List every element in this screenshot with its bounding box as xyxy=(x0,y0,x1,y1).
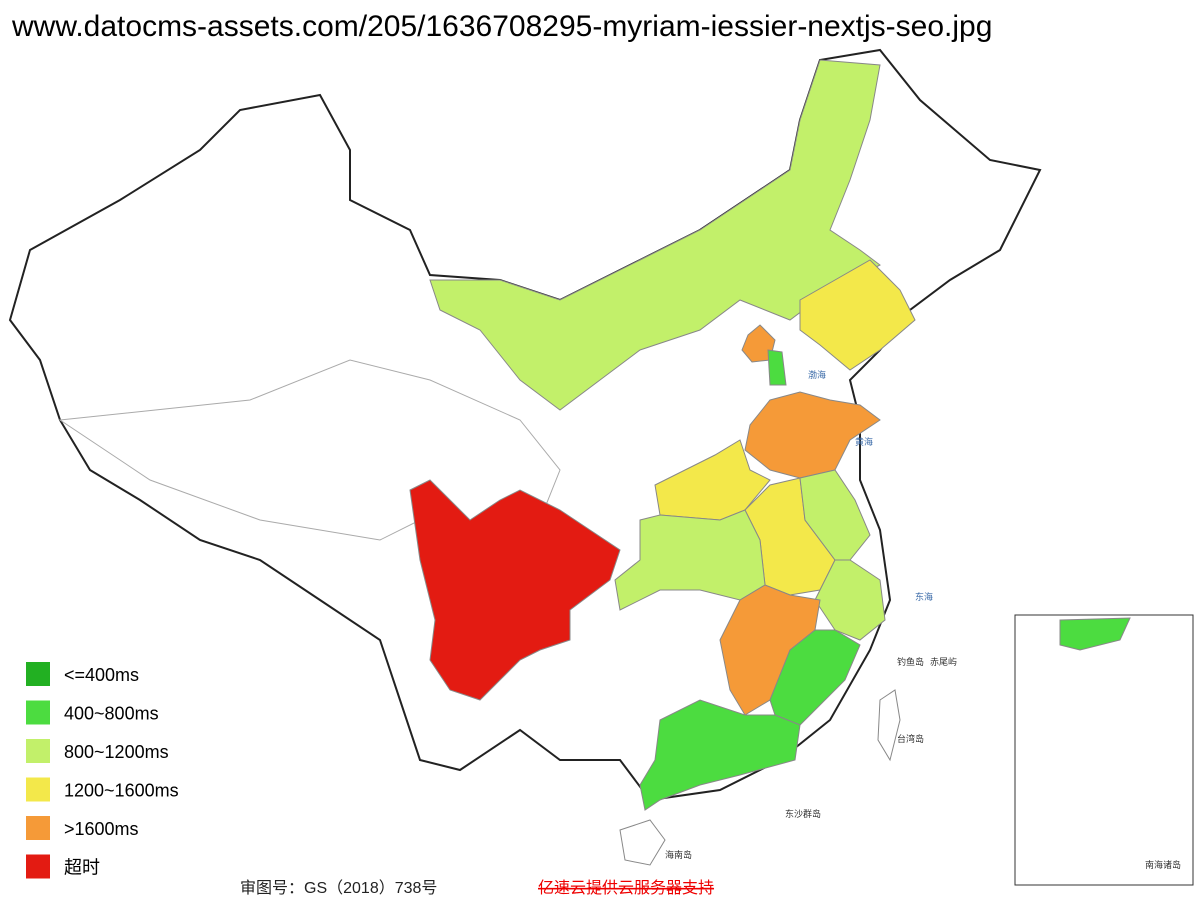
region xyxy=(814,559,886,641)
sponsor-note: 亿速云提供云服务器支持 xyxy=(538,879,714,897)
country-outline xyxy=(8,48,1042,802)
map: 渤海 黄海 东海 钓鱼岛 赤尾屿 台湾岛 东沙群岛 海南岛 南海诸岛 xyxy=(8,48,1194,886)
region xyxy=(799,259,916,371)
legend-label: 800~1200ms xyxy=(64,742,169,762)
legend-swatch xyxy=(26,854,50,879)
legend-label: 超时 xyxy=(64,858,100,878)
map-label: 南海诸岛 xyxy=(1145,859,1181,870)
legend-label: 1200~1600ms xyxy=(64,781,179,801)
map-label: 台湾岛 xyxy=(897,733,924,744)
island xyxy=(877,689,901,762)
legend-swatch xyxy=(26,777,50,802)
legend-label: >1600ms xyxy=(64,819,139,839)
region xyxy=(767,349,787,386)
map-label: 钓鱼岛 xyxy=(897,656,924,667)
island xyxy=(619,819,666,866)
region xyxy=(744,391,881,479)
region xyxy=(769,629,861,726)
legend-label: 400~800ms xyxy=(64,704,159,724)
legend-swatch xyxy=(26,662,50,686)
map-label: 渤海 xyxy=(808,369,826,380)
province-border xyxy=(58,359,561,541)
legend: <=400ms 400~800ms 800~1200ms 1200~1600ms >16… xyxy=(26,662,179,879)
legend-swatch xyxy=(26,739,50,763)
region xyxy=(429,59,881,411)
approval-number: 审图号：GS（2018）738号 xyxy=(240,879,437,897)
region xyxy=(409,479,621,701)
map-label: 赤尾屿 xyxy=(930,657,957,667)
map-label: 黄海 xyxy=(855,436,873,447)
region xyxy=(639,699,801,811)
inset-region xyxy=(1059,617,1131,651)
legend-swatch xyxy=(26,816,50,840)
url-title: www.datocms-assets.com/205/1636708295-my… xyxy=(11,10,992,43)
map-label: 海南岛 xyxy=(665,849,692,860)
map-label: 东海 xyxy=(915,591,933,602)
map-label: 东沙群岛 xyxy=(785,808,821,819)
inset-box xyxy=(1014,614,1194,886)
legend-swatch xyxy=(26,700,50,725)
legend-label: <=400ms xyxy=(64,665,139,685)
region xyxy=(799,469,871,561)
